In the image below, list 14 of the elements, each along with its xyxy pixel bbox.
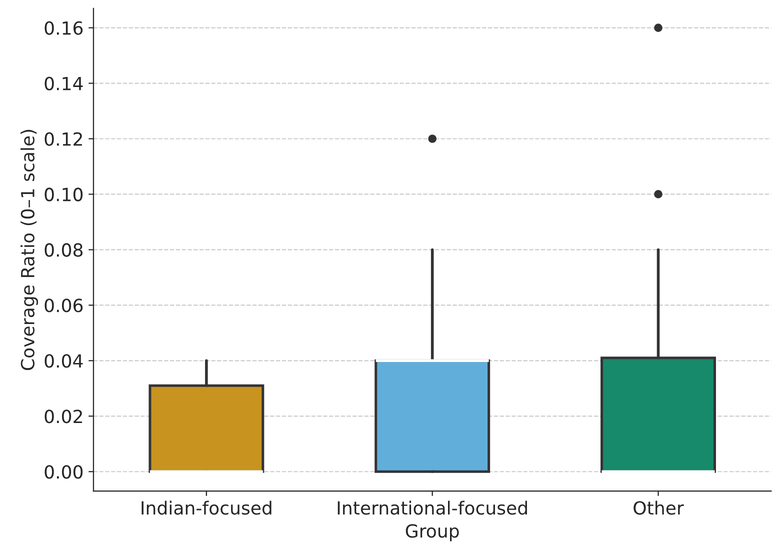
y-axis-title: Coverage Ratio (0–1 scale) (20, 130, 38, 370)
x-tick-label: International-focused (338, 500, 527, 515)
y-tick-label: 0.08 (44, 243, 83, 257)
y-tick-label: 0.00 (44, 465, 83, 479)
y-tick-label: 0.16 (44, 21, 83, 35)
y-tick-label: 0.06 (44, 298, 83, 312)
x-tick-label: Indian-focused (142, 500, 272, 515)
y-tick-label: 0.04 (44, 354, 83, 368)
y-tick-label: 0.12 (44, 132, 82, 146)
y-tick-label: 0.10 (44, 188, 83, 202)
x-tick-label: Other (634, 500, 684, 515)
y-tick-label: 0.02 (44, 410, 82, 424)
y-tick-label: 0.14 (44, 76, 83, 90)
x-axis-title: Group (406, 524, 459, 542)
